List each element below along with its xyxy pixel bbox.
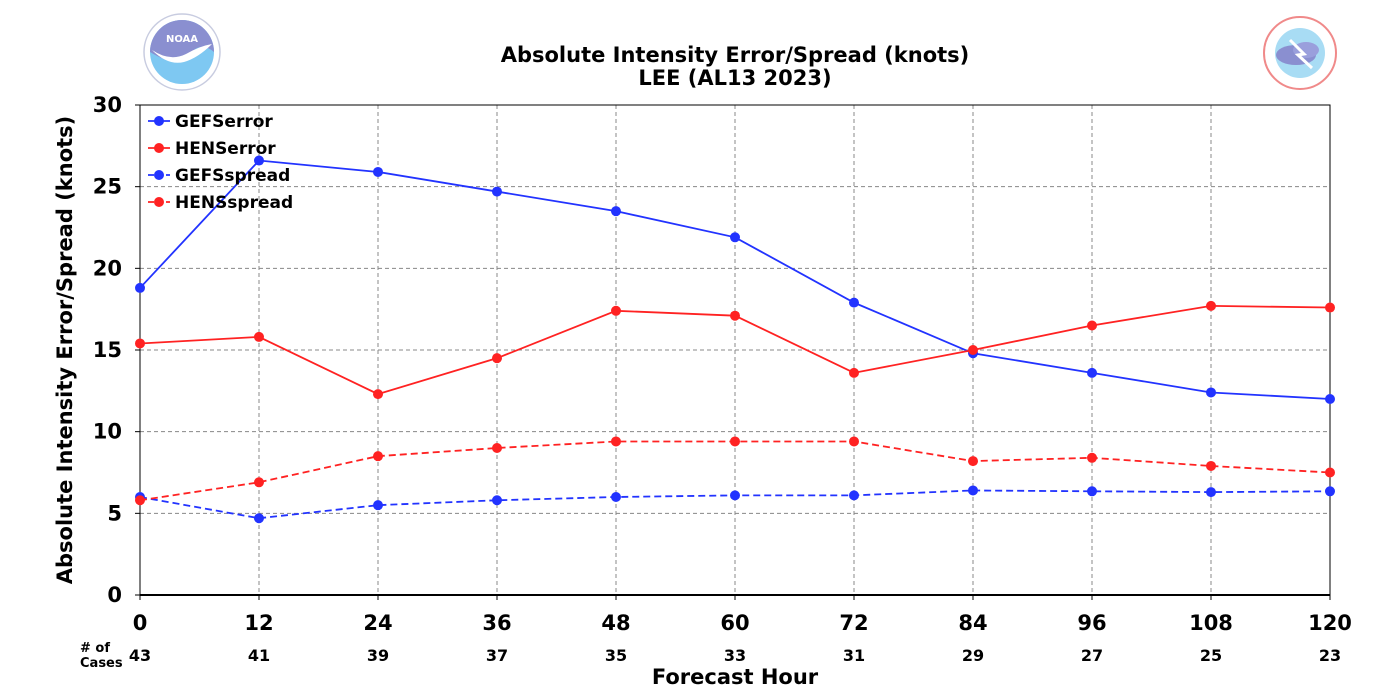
x-tick-label: 84 — [958, 611, 987, 635]
data-point — [849, 490, 859, 501]
x-tick-label: 0 — [133, 611, 148, 635]
x-tick-label: 12 — [244, 611, 273, 635]
y-tick-label: 15 — [93, 338, 122, 362]
data-point — [1206, 300, 1216, 311]
x-tick-label: 72 — [839, 611, 868, 635]
case-count: 35 — [605, 646, 627, 665]
data-point — [968, 485, 978, 496]
y-tick-label: 0 — [107, 583, 122, 607]
x-tick-label: 60 — [720, 611, 749, 635]
data-point — [373, 166, 383, 177]
data-point — [492, 443, 502, 453]
legend-marker — [154, 116, 164, 126]
legend-label: HENSspread — [175, 193, 293, 213]
axes: 0 5 10 15 20 25 30 0 43 12 41 24 39 36 37 48 35 60 33 72 31 8… — [93, 93, 1352, 665]
legend-label: GEFSerror — [175, 112, 273, 132]
y-tick-label: 10 — [93, 420, 122, 444]
y-tick-label: 5 — [107, 501, 122, 525]
legend-label: GEFSspread — [175, 166, 290, 186]
data-point — [968, 456, 978, 467]
cases-label: # of Cases — [80, 641, 123, 671]
case-count: 31 — [843, 646, 865, 665]
noaa-logo-text: NOAA — [166, 34, 198, 45]
legend-label: HENSerror — [175, 139, 276, 159]
case-count: 39 — [367, 646, 389, 665]
data-point — [611, 436, 621, 447]
data-point — [1087, 452, 1097, 463]
chart-subtitle: LEE (AL13 2023) — [638, 66, 831, 90]
cases-label-line: # of — [80, 641, 110, 656]
data-point — [254, 331, 264, 342]
data-point — [1087, 486, 1097, 497]
chart-title: Absolute Intensity Error/Spread (knots) — [501, 43, 970, 67]
data-point — [373, 389, 383, 400]
data-point — [1206, 387, 1216, 398]
x-tick-label: 108 — [1189, 611, 1233, 635]
data-point — [135, 495, 145, 506]
data-point — [611, 305, 621, 316]
data-point — [492, 495, 502, 506]
data-point — [254, 155, 264, 166]
data-point — [135, 338, 145, 349]
data-point — [492, 353, 502, 364]
y-tick-label: 25 — [93, 175, 122, 199]
legend-marker — [154, 197, 164, 207]
data-point — [373, 451, 383, 462]
data-point — [1325, 302, 1335, 313]
x-tick-label: 120 — [1308, 611, 1352, 635]
cases-label-line: Cases — [80, 656, 123, 671]
data-point — [1206, 487, 1216, 498]
data-point — [730, 490, 740, 501]
series-GEFSspread — [135, 485, 1335, 524]
x-axis-label: Forecast Hour — [652, 665, 819, 689]
data-point — [1087, 367, 1097, 378]
case-count: 23 — [1319, 646, 1341, 665]
data-point — [1325, 467, 1335, 478]
nws-logo — [1263, 16, 1337, 90]
series-layer — [135, 155, 1335, 524]
data-point — [492, 186, 502, 197]
legend-marker — [154, 170, 164, 180]
y-axis-label: Absolute Intensity Error/Spread (knots) — [53, 116, 77, 585]
legend-marker — [154, 143, 164, 153]
data-point — [373, 500, 383, 511]
data-point — [1325, 486, 1335, 497]
x-tick-label: 48 — [601, 611, 630, 635]
data-point — [1206, 460, 1216, 471]
case-count: 27 — [1081, 646, 1103, 665]
data-point — [730, 232, 740, 243]
data-point — [849, 436, 859, 447]
case-count: 29 — [962, 646, 984, 665]
y-tick-label: 30 — [93, 93, 122, 117]
case-count: 41 — [248, 646, 270, 665]
series-HENSerror — [135, 300, 1335, 400]
case-count: 43 — [129, 646, 151, 665]
grid — [140, 105, 1330, 595]
case-count: 37 — [486, 646, 508, 665]
x-tick-label: 24 — [363, 611, 392, 635]
y-tick-label: 20 — [93, 256, 122, 280]
noaa-logo: NOAA — [143, 13, 221, 91]
data-point — [1325, 394, 1335, 404]
data-point — [730, 310, 740, 321]
data-point — [968, 345, 978, 355]
data-point — [849, 367, 859, 378]
x-tick-label: 96 — [1077, 611, 1106, 635]
data-point — [849, 297, 859, 308]
data-point — [1087, 320, 1097, 331]
data-point — [611, 492, 621, 502]
data-point — [611, 206, 621, 217]
case-count: 33 — [724, 646, 746, 665]
data-point — [135, 282, 145, 293]
legend: GEFSerror HENSerror GEFSspread HENSspread — [148, 112, 293, 213]
case-count: 25 — [1200, 646, 1222, 665]
data-point — [254, 513, 264, 524]
data-point — [254, 477, 264, 488]
series-HENSspread — [135, 436, 1335, 506]
x-tick-label: 36 — [482, 611, 511, 635]
data-point — [730, 436, 740, 447]
